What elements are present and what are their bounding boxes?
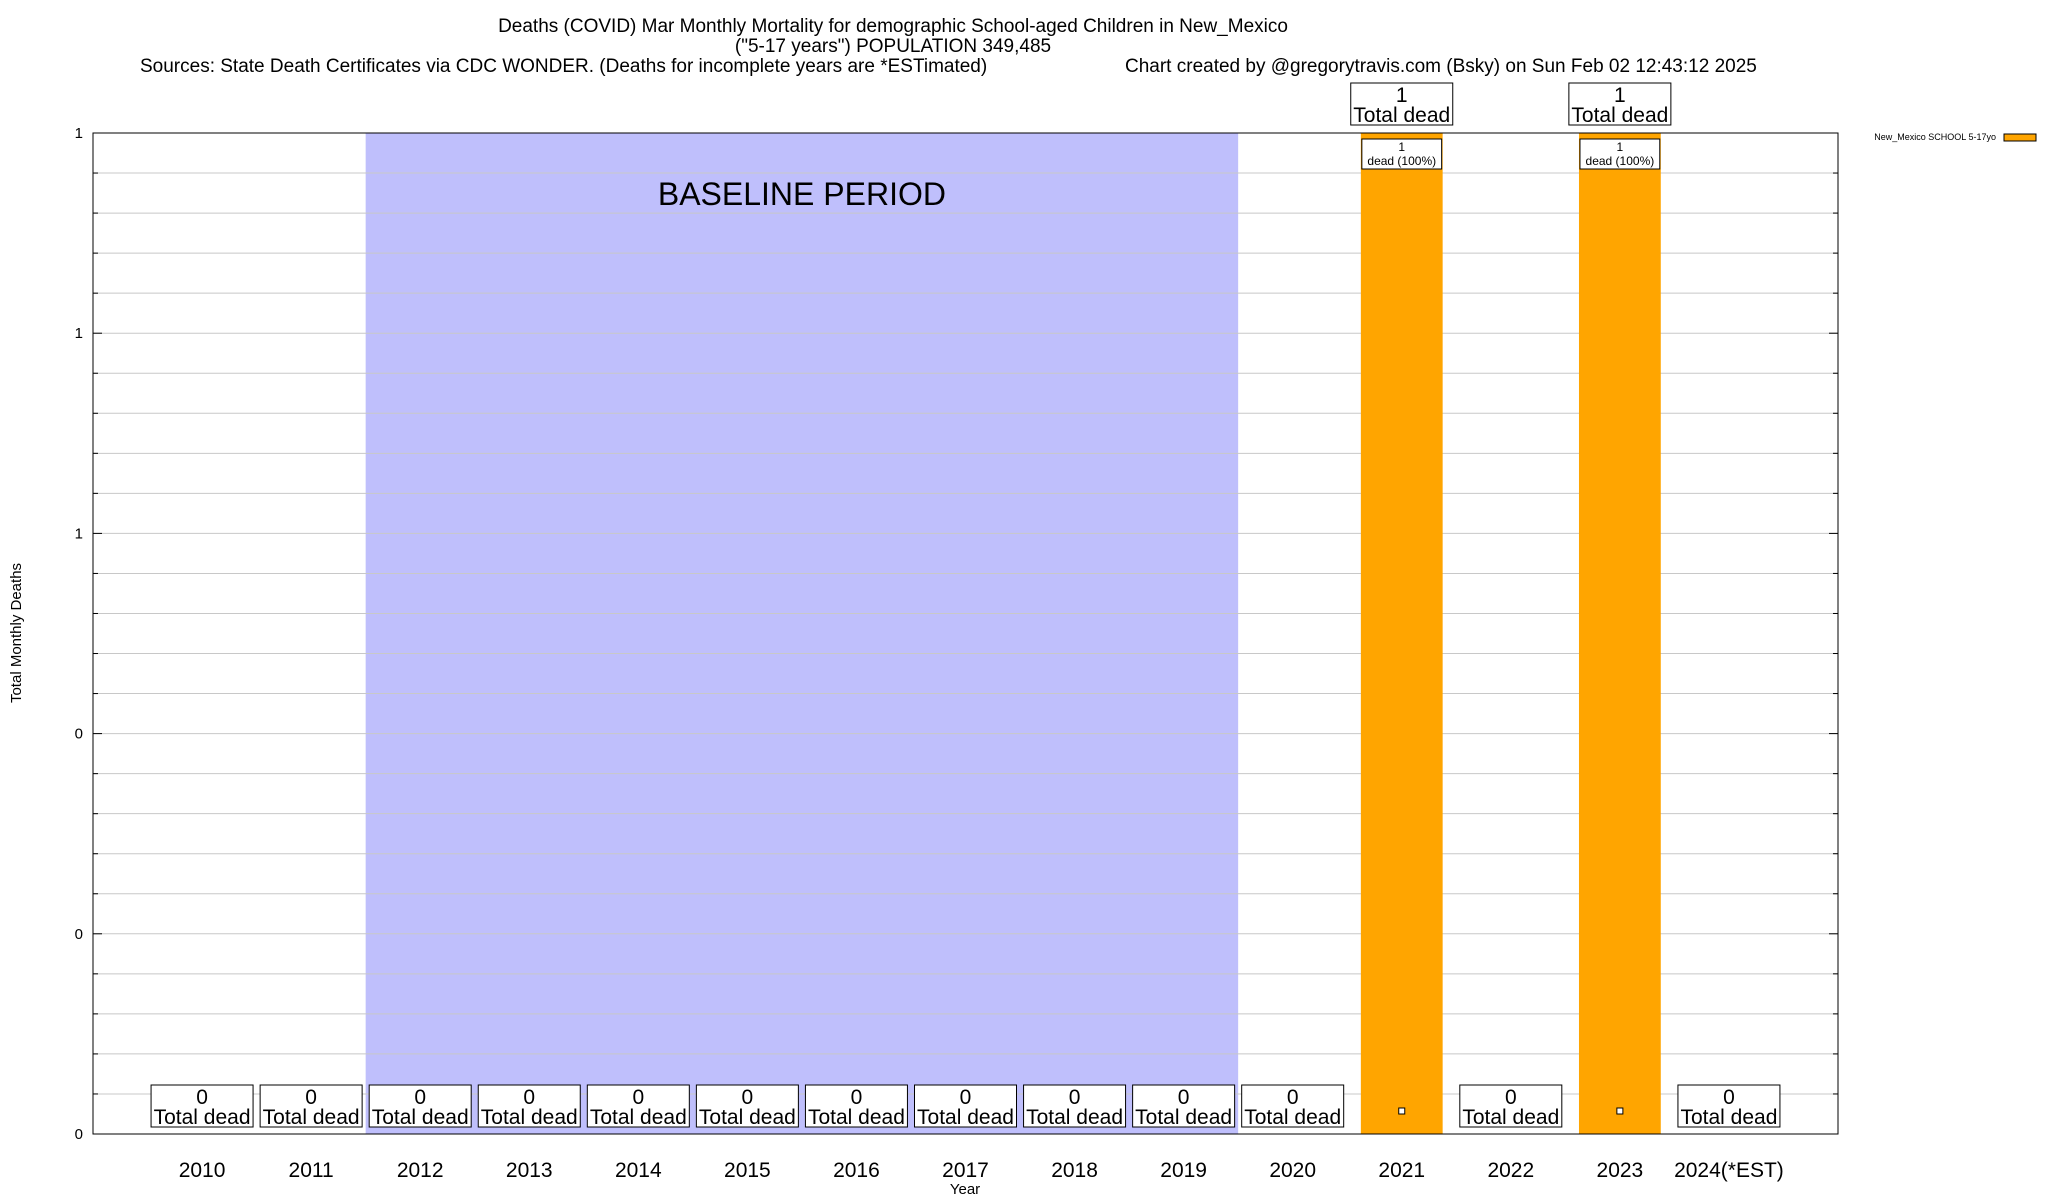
total-box xyxy=(1459,1084,1563,1128)
plot-frame xyxy=(92,132,1839,1135)
chart-title: Deaths (COVID) Mar Monthly Mortality for… xyxy=(498,16,1288,37)
x-tick-label: 2023 xyxy=(1597,1159,1644,1182)
total-value: 0 xyxy=(196,1086,208,1109)
total-box xyxy=(477,1084,581,1128)
total-suffix: Total dead xyxy=(1571,104,1668,127)
total-box xyxy=(1241,1084,1345,1128)
legend-swatch xyxy=(2003,133,2037,142)
total-suffix: Total dead xyxy=(1026,1106,1123,1129)
total-box xyxy=(1350,82,1454,126)
segment-value: 1 xyxy=(1617,140,1624,154)
y-tick-label: 0 xyxy=(75,1126,83,1143)
x-marker xyxy=(1616,1107,1624,1115)
axes-layer: 0 0 0 1 1 1 2010 2011 2012 2013 2014 2015 2016 2017 20… xyxy=(75,125,1839,1182)
total-suffix: Total dead xyxy=(154,1106,251,1129)
y-tick-label: 1 xyxy=(75,525,83,542)
chart-credit: Chart created by @gregorytravis.com (Bsk… xyxy=(1125,56,1757,77)
x-tick-label: 2019 xyxy=(1160,1159,1207,1182)
chart-sources: Sources: State Death Certificates via CD… xyxy=(140,56,987,77)
total-value: 0 xyxy=(742,1086,754,1109)
segment-label: dead (100%) xyxy=(1586,154,1655,168)
total-suffix: Total dead xyxy=(699,1106,796,1129)
y-tick-label: 0 xyxy=(75,726,83,743)
y-tick-label: 0 xyxy=(75,926,83,943)
x-tick-label: 2016 xyxy=(833,1159,880,1182)
grid-layer xyxy=(93,172,1838,1095)
total-suffix: Total dead xyxy=(372,1106,469,1129)
y-tick-label: 1 xyxy=(75,125,83,142)
total-box xyxy=(804,1084,908,1128)
x-tick-label: 2010 xyxy=(179,1159,226,1182)
total-box xyxy=(1132,1084,1236,1128)
segment-box xyxy=(1579,138,1661,170)
total-suffix: Total dead xyxy=(917,1106,1014,1129)
baseline-label: BASELINE PERIOD xyxy=(658,176,946,212)
baseline-layer: BASELINE PERIOD xyxy=(365,133,1239,1134)
total-suffix: Total dead xyxy=(1353,104,1450,127)
x-tick-label: 2012 xyxy=(397,1159,444,1182)
x-tick-label: 2013 xyxy=(506,1159,553,1182)
total-box xyxy=(586,1084,690,1128)
total-suffix: Total dead xyxy=(481,1106,578,1129)
total-value: 0 xyxy=(632,1086,644,1109)
x-tick-label: 2020 xyxy=(1269,1159,1316,1182)
legend: New_Mexico SCHOOL 5-17yo xyxy=(1874,132,2037,142)
legend-label: New_Mexico SCHOOL 5-17yo xyxy=(1874,132,1996,142)
total-value: 0 xyxy=(851,1086,863,1109)
total-box xyxy=(914,1084,1017,1128)
total-suffix: Total dead xyxy=(1680,1106,1777,1129)
x-tick-label: 2022 xyxy=(1487,1159,1534,1182)
total-value: 0 xyxy=(414,1086,426,1109)
x-tick-label: 2014 xyxy=(615,1159,662,1182)
x-tick-label: 2024(*EST) xyxy=(1674,1159,1784,1182)
total-suffix: Total dead xyxy=(1462,1106,1559,1129)
y-axis-label: Total Monthly Deaths xyxy=(8,563,25,703)
segment-value: 1 xyxy=(1398,140,1405,154)
total-suffix: Total dead xyxy=(263,1106,360,1129)
total-box xyxy=(1568,82,1672,126)
total-value: 1 xyxy=(1396,84,1408,107)
chart-subtitle: ("5-17 years") POPULATION 349,485 xyxy=(735,36,1051,57)
segment-label: dead (100%) xyxy=(1367,154,1436,168)
total-value: 0 xyxy=(1505,1086,1517,1109)
total-suffix: Total dead xyxy=(808,1106,905,1129)
total-value: 0 xyxy=(1178,1086,1190,1109)
total-value: 0 xyxy=(1069,1086,1081,1109)
total-box xyxy=(368,1084,472,1128)
x-tick-label: 2021 xyxy=(1378,1159,1425,1182)
total-value: 1 xyxy=(1614,84,1626,107)
total-suffix: Total dead xyxy=(1244,1106,1341,1129)
total-box xyxy=(259,1084,363,1128)
total-suffix: Total dead xyxy=(590,1106,687,1129)
y-tick-label: 1 xyxy=(75,325,83,342)
baseline-shade xyxy=(365,133,1239,1134)
bar-2023 xyxy=(1578,133,1661,1134)
x-tick-label: 2015 xyxy=(724,1159,771,1182)
bars-layer xyxy=(1360,133,1661,1134)
total-box xyxy=(1677,1084,1781,1128)
total-value: 0 xyxy=(1287,1086,1299,1109)
total-box xyxy=(150,1084,254,1128)
total-value: 0 xyxy=(960,1086,972,1109)
x-marker xyxy=(1398,1107,1406,1115)
total-value: 0 xyxy=(523,1086,535,1109)
total-value: 0 xyxy=(305,1086,317,1109)
x-axis-label: Year xyxy=(950,1181,980,1198)
x-tick-label: 2018 xyxy=(1051,1159,1098,1182)
bar-2021 xyxy=(1360,133,1443,1134)
segment-box xyxy=(1361,138,1443,170)
total-box xyxy=(695,1084,799,1128)
total-suffix: Total dead xyxy=(1135,1106,1232,1129)
total-value: 0 xyxy=(1723,1086,1735,1109)
x-tick-label: 2017 xyxy=(942,1159,989,1182)
total-box xyxy=(1023,1084,1127,1128)
x-tick-label: 2011 xyxy=(289,1159,334,1182)
